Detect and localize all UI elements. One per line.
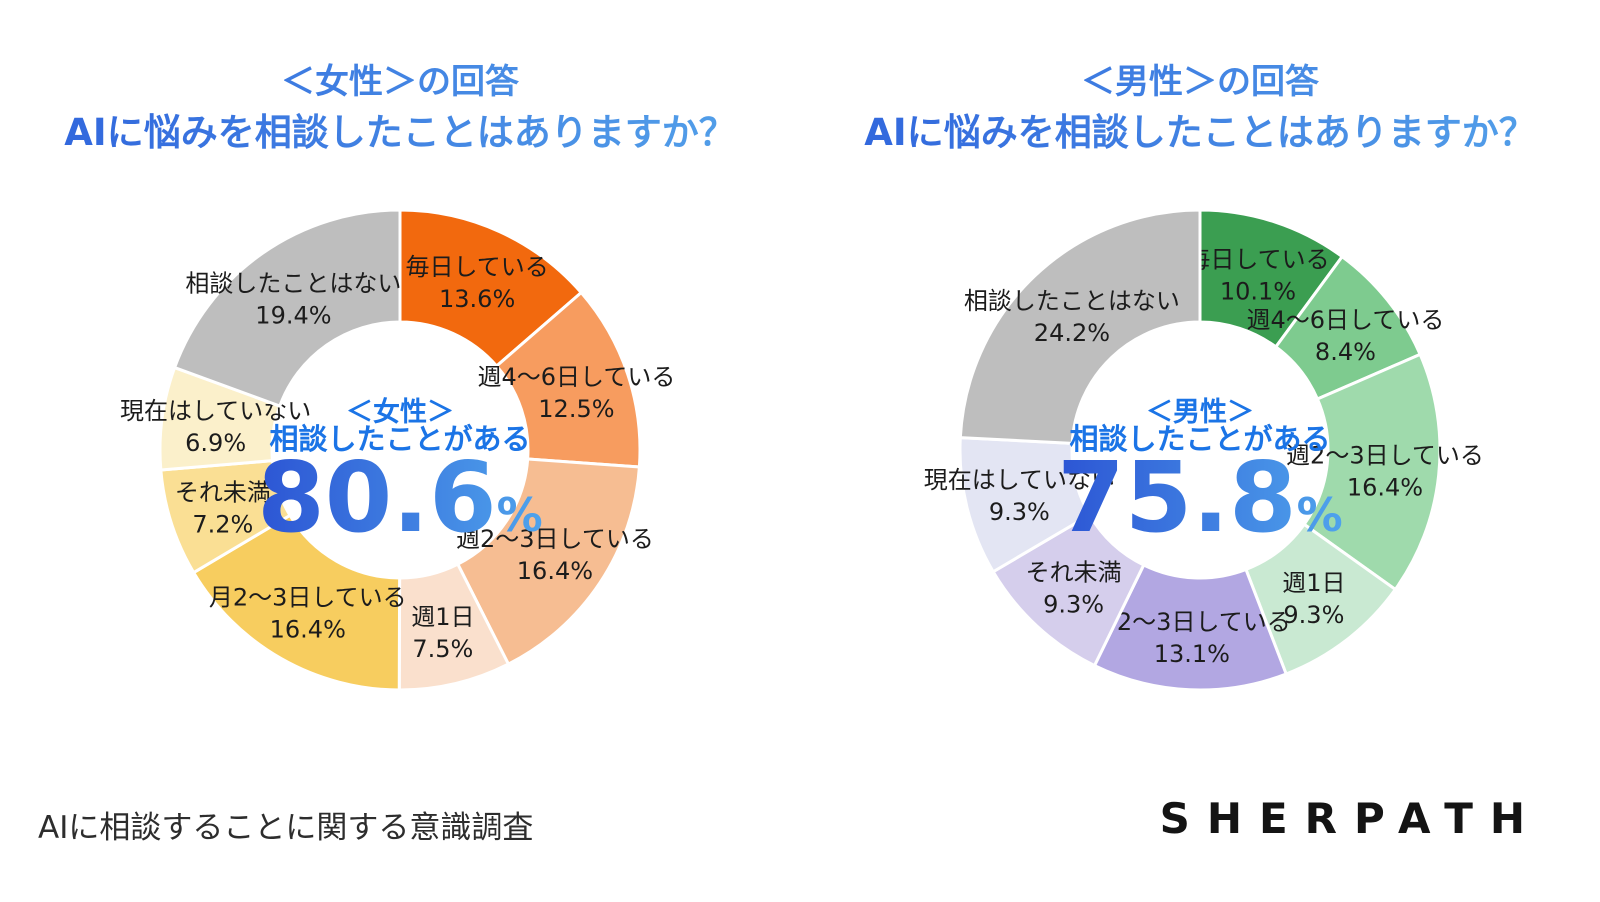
- center-value-male: 75.8%: [1057, 441, 1342, 554]
- chart-question-male: AIに悩みを相談したことはありますか？: [800, 106, 1600, 160]
- chart-question-female: AIに悩みを相談したことはありますか？: [0, 106, 800, 160]
- brand-logo: SHERPATH: [1159, 794, 1542, 843]
- chart-male: ＜男性＞の回答 AIに悩みを相談したことはありますか？ 毎日している 10.1% 週…: [800, 60, 1600, 704]
- donut-chart-male: 毎日している 10.1%週4〜6日している 8.4% 週2〜3日している 16.4% 週1…: [924, 208, 1484, 692]
- center-value-female: 80.6%: [257, 441, 542, 554]
- donut-segments-female: 毎日している 13.6% 週4〜6日している 12.5% 週2〜3日している 16.4% 週…: [120, 208, 676, 692]
- segment-label-1: 週4〜6日している 12.5%: [478, 363, 676, 423]
- segment-label-0: 毎日している 10.1%: [1186, 245, 1329, 305]
- center-caption-female: 相談したことがある: [269, 422, 530, 456]
- donut-segment-2: [456, 457, 641, 666]
- segment-label-6: 現在はしていない 9.3%: [924, 466, 1115, 526]
- chart-female: ＜女性＞の回答 AIに悩みを相談したことはありますか？ 毎日している 13.6% 週…: [0, 60, 800, 704]
- segment-label-5: それ未満 7.2%: [175, 479, 271, 539]
- center-value-unit-male: %: [1297, 488, 1343, 542]
- segment-label-0: 毎日している 13.6%: [406, 253, 549, 313]
- segment-label-2: 週2〜3日している 16.4%: [1286, 442, 1484, 502]
- center-value-unit-female: %: [497, 488, 543, 542]
- chart-title-block-female: ＜女性＞の回答 AIに悩みを相談したことはありますか？: [0, 60, 800, 170]
- segment-label-7: 相談したことはない 24.2%: [964, 287, 1180, 347]
- chart-title-female: ＜女性＞の回答: [0, 60, 800, 106]
- segment-label-5: それ未満 9.3%: [1026, 558, 1122, 618]
- segment-label-2: 週2〜3日している 16.4%: [456, 525, 654, 585]
- donut-segments-male: 毎日している 10.1%週4〜6日している 8.4% 週2〜3日している 16.4% 週1…: [924, 208, 1484, 692]
- segment-label-3: 週1日 9.3%: [1282, 569, 1345, 629]
- segment-label-1: 週4〜6日している 8.4%: [1247, 306, 1445, 366]
- segment-label-4: 月2〜3日している 16.4%: [209, 584, 407, 644]
- survey-source-note: AIに相談することに関する意識調査: [38, 810, 534, 846]
- segment-label-4: 月2〜3日している 13.1%: [1093, 608, 1291, 668]
- segment-label-3: 週1日 7.5%: [411, 603, 474, 663]
- center-gender-label-female: ＜女性＞: [346, 396, 454, 428]
- center-caption-male: 相談したことがある: [1069, 422, 1330, 456]
- donut-segment-2: [1302, 352, 1442, 591]
- chart-title-male: ＜男性＞の回答: [800, 60, 1600, 106]
- chart-title-block-male: ＜男性＞の回答 AIに悩みを相談したことはありますか？: [800, 60, 1600, 170]
- segment-label-7: 相談したことはない 19.4%: [185, 270, 401, 330]
- donut-segment-7: [173, 208, 402, 408]
- center-gender-label-male: ＜男性＞: [1146, 397, 1254, 428]
- center-value-number-male: 75.8: [1057, 441, 1296, 554]
- donut-segment-4: [192, 513, 402, 692]
- donut-segment-7: [958, 208, 1202, 445]
- donut-chart-female: 毎日している 13.6% 週4〜6日している 12.5% 週2〜3日している 16.4% 週…: [120, 208, 675, 692]
- center-value-number-female: 80.6: [257, 441, 496, 554]
